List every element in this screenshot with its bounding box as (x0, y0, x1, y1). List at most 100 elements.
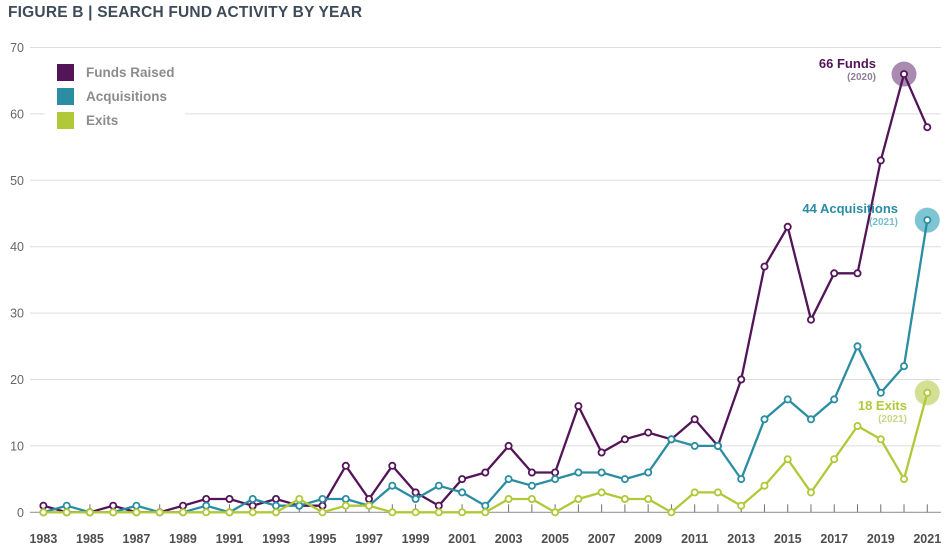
data-point (271, 494, 280, 503)
data-point (178, 508, 187, 517)
x-axis-label: 2017 (820, 532, 848, 546)
data-point (504, 475, 513, 484)
data-point (458, 508, 467, 517)
x-axis-label: 1989 (169, 532, 197, 546)
data-point (248, 494, 257, 503)
data-point (737, 475, 746, 484)
data-point (667, 435, 676, 444)
legend-label: Exits (86, 112, 119, 128)
data-point (434, 508, 443, 517)
data-point (458, 475, 467, 484)
legend-item-exits: Exits (57, 108, 175, 132)
data-point (807, 415, 816, 424)
data-point (341, 494, 350, 503)
data-point (597, 448, 606, 457)
legend-item-funds-raised: Funds Raised (57, 60, 175, 84)
data-point (109, 501, 118, 510)
x-axis-label: 1999 (402, 532, 430, 546)
data-point (620, 435, 629, 444)
data-point (574, 402, 583, 411)
data-point (783, 222, 792, 231)
x-axis-label: 2015 (774, 532, 802, 546)
data-point (830, 269, 839, 278)
legend-item-acquisitions: Acquisitions (57, 84, 175, 108)
y-axis-label: 40 (10, 240, 24, 254)
x-axis-label: 1995 (309, 532, 337, 546)
data-point (737, 375, 746, 384)
data-point (900, 475, 909, 484)
data-point (830, 395, 839, 404)
data-point (783, 395, 792, 404)
annotation-label: 44 Acquisitions (802, 201, 898, 216)
data-point (295, 494, 304, 503)
data-point (853, 342, 862, 351)
annotation-44-acquisitions: 44 Acquisitions (2021) (802, 201, 898, 228)
data-point (690, 441, 699, 450)
data-point (923, 388, 932, 397)
data-point (527, 468, 536, 477)
page-title: FIGURE B | SEARCH FUND ACTIVITY BY YEAR (8, 4, 363, 21)
data-point (713, 488, 722, 497)
data-point (853, 269, 862, 278)
annotation-66-funds: 66 Funds (2020) (818, 56, 876, 83)
data-point (644, 468, 653, 477)
data-point (248, 508, 257, 517)
y-axis-label: 20 (10, 373, 24, 387)
y-axis-label: 10 (10, 439, 24, 453)
data-point (900, 70, 909, 79)
data-point (760, 481, 769, 490)
x-axis-label: 2021 (913, 532, 941, 546)
annotation-year: (2021) (878, 413, 907, 425)
x-axis-label: 1997 (355, 532, 383, 546)
data-point (690, 488, 699, 497)
data-point (132, 501, 141, 510)
x-axis-label: 2011 (681, 532, 708, 546)
x-axis-label: 2005 (541, 532, 569, 546)
y-axis-label: 70 (10, 41, 24, 55)
annotation-year: (2020) (847, 71, 876, 83)
data-point (597, 488, 606, 497)
data-point (830, 455, 839, 464)
data-point (876, 388, 885, 397)
data-point (85, 508, 94, 517)
series-line-exits (43, 392, 929, 514)
y-axis-label: 0 (17, 506, 24, 520)
data-point (132, 508, 141, 517)
data-point (807, 315, 816, 324)
data-point (271, 501, 280, 510)
annotation-year: (2021) (869, 216, 898, 228)
data-point (318, 494, 327, 503)
annotation-label: 66 Funds (818, 56, 876, 71)
x-axis-label: 1983 (29, 532, 57, 546)
data-point (620, 494, 629, 503)
data-point (620, 475, 629, 484)
data-point (551, 468, 560, 477)
x-axis-label: 2019 (867, 532, 895, 546)
data-point (481, 468, 490, 477)
data-point (39, 508, 48, 517)
y-axis-label: 30 (10, 307, 24, 321)
data-point (178, 501, 187, 510)
data-point (411, 508, 420, 517)
exits-swatch (57, 111, 74, 129)
annotation-label: 18 Exits (857, 398, 907, 413)
data-point (481, 501, 490, 510)
legend-label: Funds Raised (86, 64, 175, 80)
data-point (155, 508, 164, 517)
data-point (551, 508, 560, 517)
data-point (667, 508, 676, 517)
data-point (481, 508, 490, 517)
data-point (690, 415, 699, 424)
data-point (411, 488, 420, 497)
data-point (225, 494, 234, 503)
series-line-funds-raised (43, 72, 929, 514)
y-axis-label: 60 (10, 107, 24, 121)
data-point (434, 501, 443, 510)
data-point (248, 501, 257, 510)
data-point (411, 494, 420, 503)
data-point (504, 494, 513, 503)
data-point (388, 461, 397, 470)
data-point (853, 421, 862, 430)
data-point (458, 488, 467, 497)
